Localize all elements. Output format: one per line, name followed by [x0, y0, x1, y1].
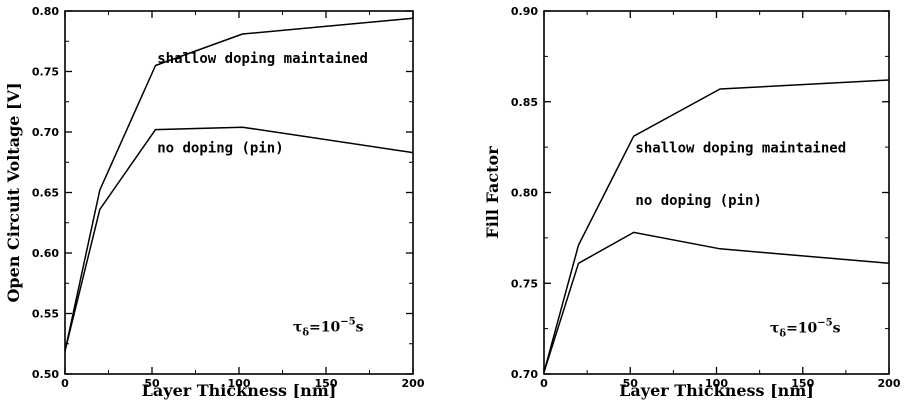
series-line-2	[543, 231, 890, 373]
annotation-label: shallow doping maintained	[157, 51, 368, 67]
y-tick-label: 0.85	[511, 96, 538, 109]
tau-label-text: =10	[786, 320, 817, 336]
y-tick-label: 0.60	[32, 247, 59, 260]
tau-label: τδ=10−5s	[770, 317, 841, 339]
annotation-label: shallow doping maintained	[635, 141, 846, 157]
series-line-1	[543, 79, 890, 373]
tau-label-sub: δ	[302, 328, 309, 339]
tau-label-unit: s	[356, 320, 364, 336]
tau-label-text: =10	[309, 320, 340, 336]
y-tick-label: 0.80	[511, 187, 538, 200]
tau-label: τδ=10−5s	[293, 317, 364, 339]
x-tick-label: 100	[705, 377, 728, 390]
tau-label-exp: −5	[817, 317, 832, 328]
x-tick-label: 0	[540, 377, 548, 390]
x-tick-label: 50	[623, 377, 639, 390]
y-axis-title: Fill Factor	[483, 146, 502, 239]
x-axis-title: Layer Thickness [nm]	[619, 381, 814, 400]
y-tick-label: 0.70	[511, 368, 538, 381]
y-tick-label: 0.90	[511, 5, 538, 18]
y-tick-label: 0.50	[32, 368, 59, 381]
tau-label-symbol: τ	[293, 320, 302, 336]
x-tick-label: 0	[61, 377, 69, 390]
y-tick-label: 0.55	[32, 308, 59, 321]
x-tick-label: 150	[315, 377, 338, 390]
x-tick-label: 200	[878, 377, 901, 390]
y-tick-label: 0.75	[511, 277, 538, 290]
annotation-label: no doping (pin)	[157, 141, 283, 157]
y-tick-label: 0.70	[32, 126, 59, 139]
chart-panel-1: 0 50 100 150 200 0.50 0.55 0.60 0.65 0.70 0.75 0.80…	[4, 5, 425, 400]
series-line-2	[64, 126, 414, 352]
tau-label-sub: δ	[779, 328, 786, 339]
y-axis-title: Open Circuit Voltage [V]	[4, 82, 23, 302]
y-tick-label: 0.80	[32, 5, 59, 18]
x-tick-label: 50	[144, 377, 160, 390]
tau-label-symbol: τ	[770, 320, 779, 336]
chart-panel-2: 0 50 100 150 200 0.70 0.75 0.80 0.85 0.90 Layer Th…	[483, 5, 901, 400]
y-tick-label: 0.65	[32, 187, 59, 200]
x-axis-title: Layer Thickness [nm]	[142, 381, 337, 400]
x-tick-label: 200	[402, 377, 425, 390]
series-line-1	[64, 17, 414, 352]
x-tick-label: 100	[228, 377, 251, 390]
annotation-label: no doping (pin)	[635, 193, 761, 209]
tau-label-unit: s	[833, 320, 841, 336]
tau-label-exp: −5	[340, 317, 355, 328]
y-tick-label: 0.75	[32, 66, 59, 79]
x-tick-label: 150	[791, 377, 814, 390]
